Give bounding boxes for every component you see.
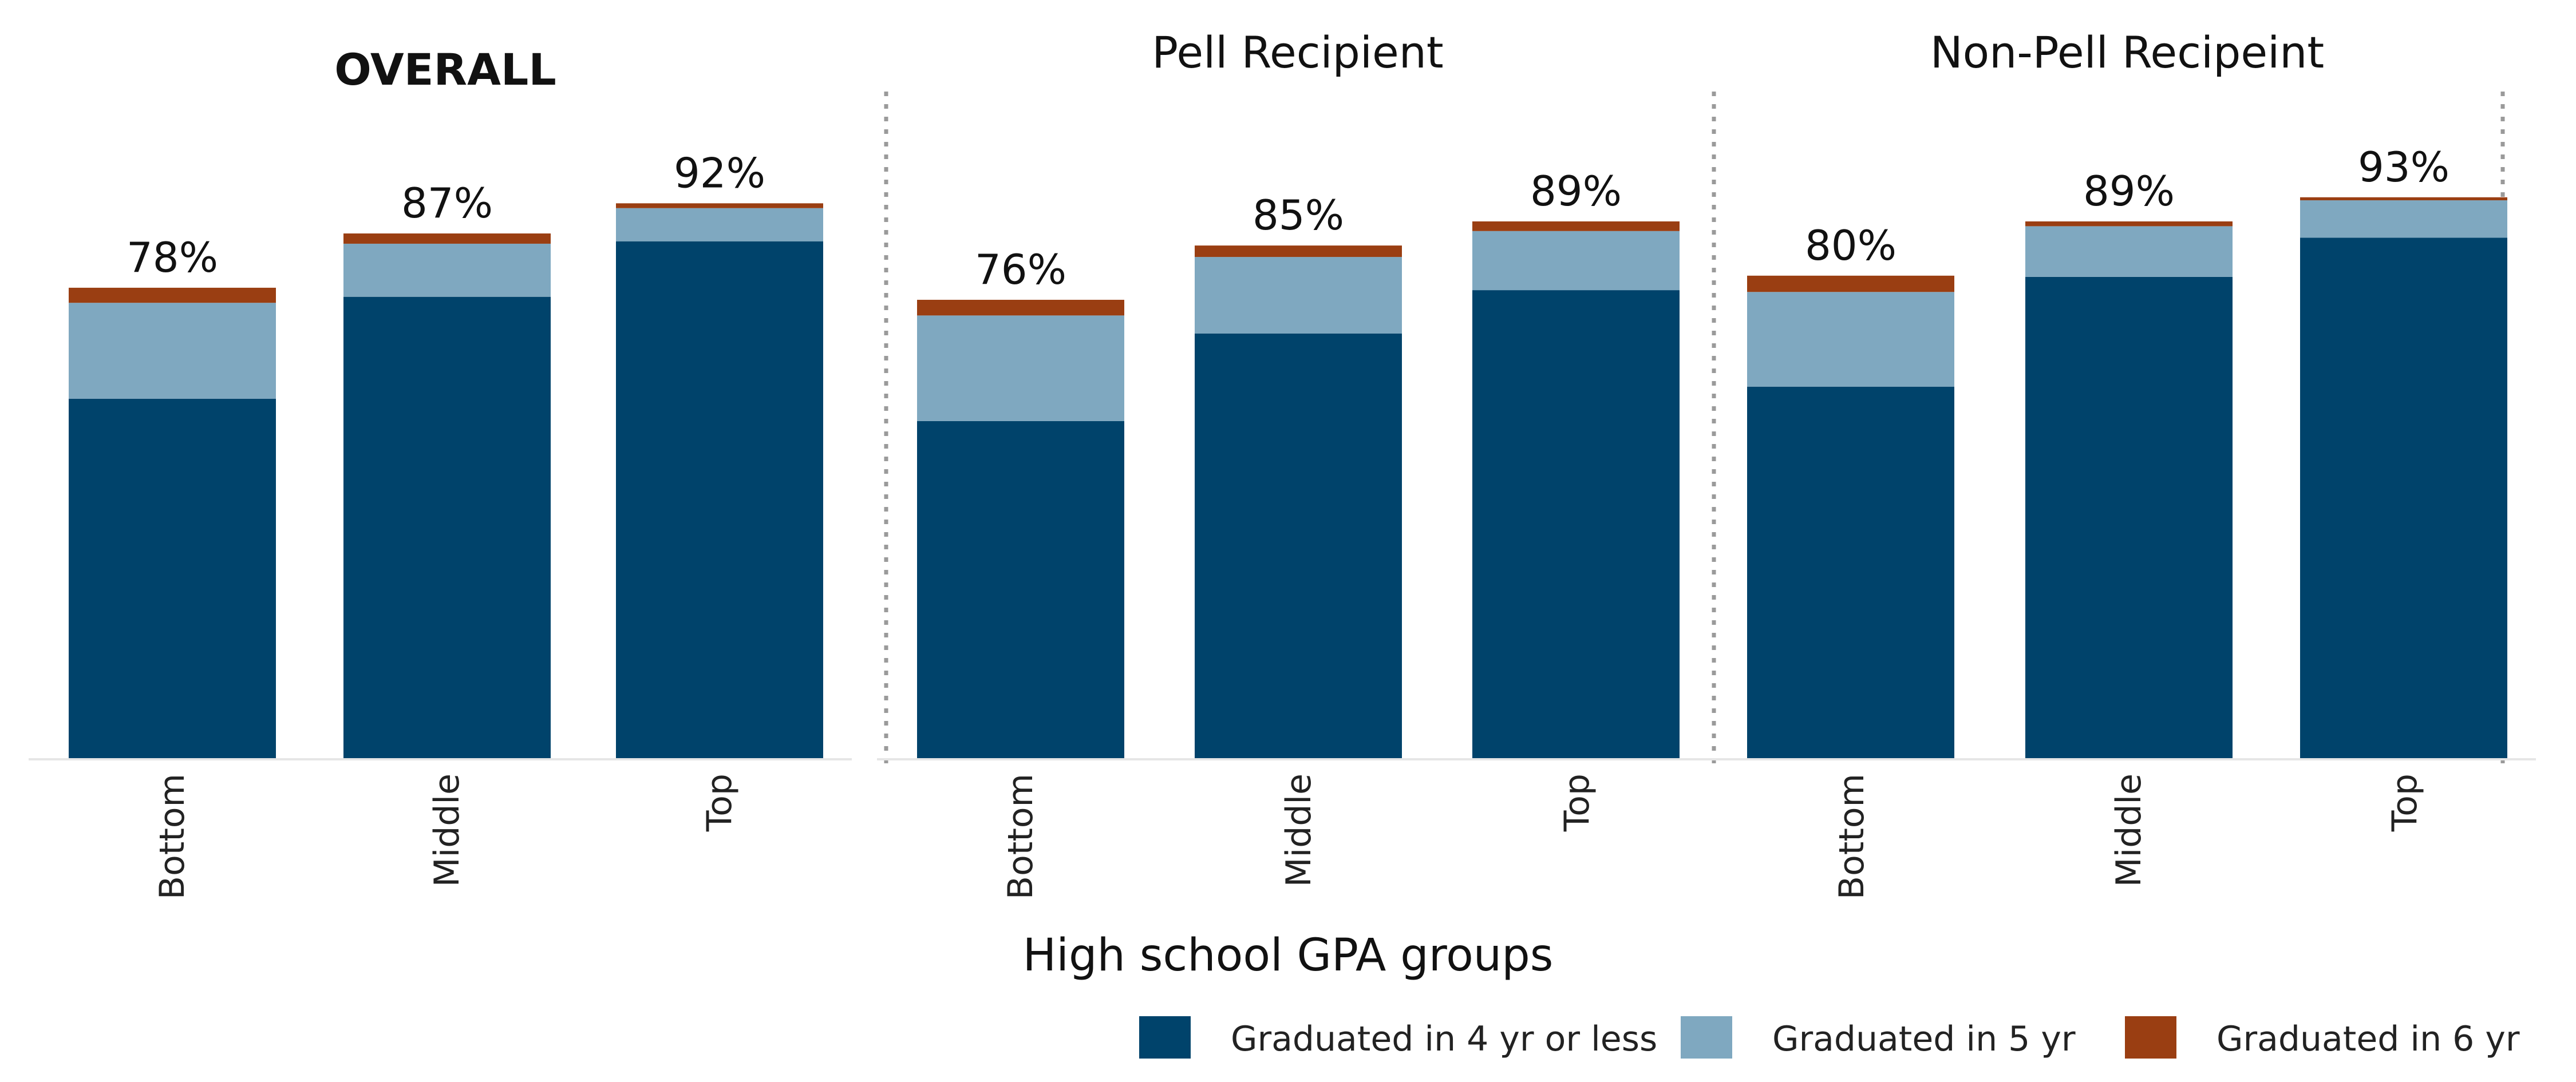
data-label-bottom: 76%: [975, 245, 1066, 294]
data-label-middle: 89%: [2083, 167, 2175, 215]
data-label-bottom: 80%: [1805, 221, 1897, 269]
panel-title: Pell Recipient: [1152, 27, 1443, 78]
data-label-top: 89%: [1530, 167, 1622, 215]
bar-segment-5yr-middle: [2025, 226, 2233, 277]
tick-label-bottom: Bottom: [1832, 774, 1872, 899]
tick-label-bottom: Bottom: [1001, 774, 1041, 899]
legend-swatch-yr5: [1681, 1016, 1732, 1059]
bar-segment-4yr-middle: [343, 296, 551, 758]
bar-segment-6yr-middle: [2025, 221, 2233, 227]
data-label-middle: 87%: [401, 179, 493, 227]
bar-segment-4yr-top: [616, 241, 823, 758]
bar-segment-6yr-bottom: [69, 287, 276, 303]
panel-3: Non-Pell Recipeint 80% Bottom 89% Middle 93% T…: [1707, 27, 2536, 899]
legend-swatch-yr4: [1139, 1016, 1191, 1059]
panel-title: OVERALL: [334, 44, 556, 95]
bar-segment-5yr-top: [1472, 231, 1680, 291]
legend: Graduated in 4 yr or less Graduated in 5 …: [1139, 1016, 2520, 1059]
bar-segment-6yr-top: [616, 203, 823, 208]
bar-segment-5yr-top: [2300, 200, 2507, 238]
tick-label-middle: Middle: [2109, 774, 2149, 887]
tick-label-top: Top: [1557, 774, 1597, 832]
bar-segment-6yr-top: [1472, 221, 1680, 231]
bar-segment-4yr-middle: [2025, 276, 2233, 759]
bar-segment-4yr-bottom: [917, 421, 1124, 758]
data-label-top: 93%: [2358, 143, 2449, 191]
data-label-bottom: 78%: [127, 233, 218, 282]
bar-segment-4yr-bottom: [1747, 386, 1954, 758]
tick-label-middle: Middle: [1279, 774, 1319, 887]
panel-2: Pell Recipient 76% Bottom 85% Middle 89% Top: [877, 27, 1708, 899]
bar-segment-5yr-middle: [343, 243, 551, 297]
panel-dividers: [884, 92, 2505, 764]
bar-segment-6yr-middle: [1195, 245, 1402, 257]
x-axis-title: High school GPA groups: [1023, 930, 1554, 981]
tick-label-middle: Middle: [427, 774, 467, 887]
bar-segment-5yr-middle: [1195, 257, 1402, 334]
bar-segment-4yr-top: [1472, 290, 1680, 758]
bar-segment-6yr-middle: [343, 233, 551, 244]
tick-label-bottom: Bottom: [152, 774, 192, 899]
legend-label-yr5: Graduated in 5 yr: [1772, 1019, 2076, 1059]
bar-segment-6yr-bottom: [917, 299, 1124, 316]
bar-segment-5yr-bottom: [917, 315, 1124, 421]
data-label-middle: 85%: [1253, 191, 1344, 239]
bar-segment-4yr-top: [2300, 237, 2507, 758]
data-label-top: 92%: [674, 149, 765, 197]
bar-segment-5yr-bottom: [69, 303, 276, 399]
bar-segment-6yr-top: [2300, 197, 2507, 201]
legend-label-yr4: Graduated in 4 yr or less: [1231, 1019, 1657, 1059]
tick-label-top: Top: [700, 774, 740, 832]
panel-title: Non-Pell Recipeint: [1930, 27, 2324, 78]
bar-segment-5yr-bottom: [1747, 292, 1954, 387]
bar-segment-6yr-bottom: [1747, 275, 1954, 292]
tick-label-top: Top: [2385, 774, 2425, 832]
bar-segment-5yr-top: [616, 208, 823, 241]
legend-swatch-yr6: [2125, 1016, 2176, 1059]
legend-label-yr6: Graduated in 6 yr: [2217, 1019, 2520, 1059]
panel-1: OVERALL 78% Bottom 87% Middle 92% Top: [29, 44, 852, 899]
bar-segment-4yr-middle: [1195, 333, 1402, 758]
bar-segment-4yr-bottom: [69, 398, 276, 758]
